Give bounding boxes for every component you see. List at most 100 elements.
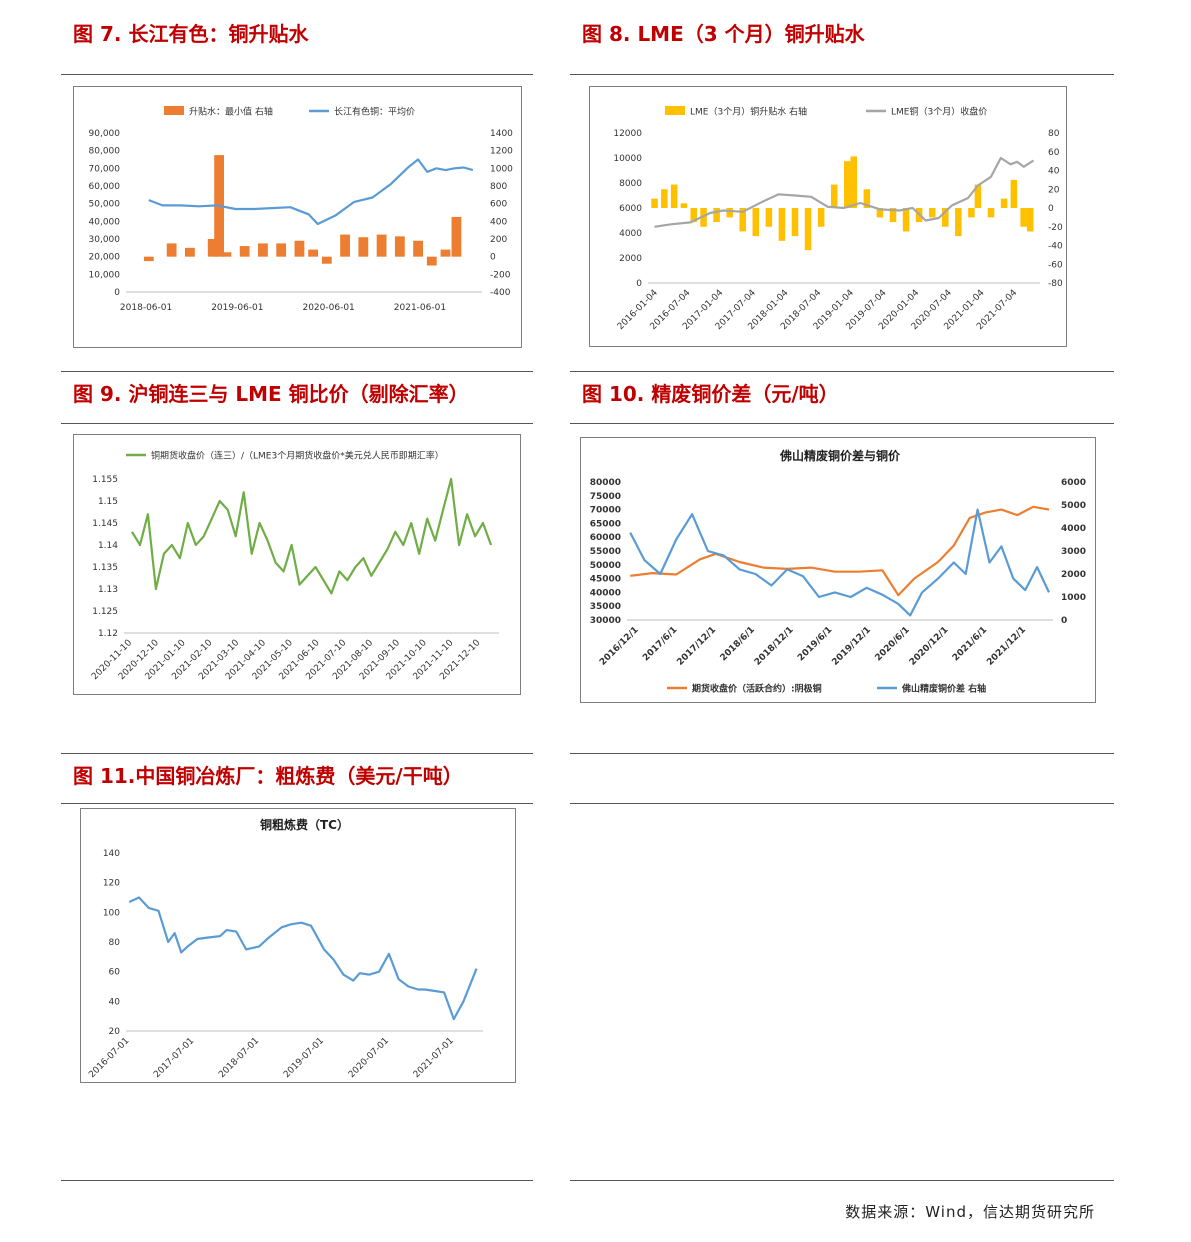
legend-label: 期货收盘价（活跃合约）:阴极铜 xyxy=(692,683,822,695)
y-right-tick-label: 800 xyxy=(490,182,507,192)
y-left-tick-label: 1.135 xyxy=(92,563,118,573)
y-right-tick-label: 80 xyxy=(1048,129,1060,139)
y-right-tick-label: 3000 xyxy=(1061,547,1086,557)
empty-panel-rule xyxy=(570,803,1114,804)
y-left-tick-label: 60 xyxy=(109,968,121,978)
y-left-tick-label: 70,000 xyxy=(89,164,121,174)
bar-mark xyxy=(928,208,936,218)
y-right-tick-label: 20 xyxy=(1048,185,1060,195)
figure-11-top-rule xyxy=(61,753,533,754)
y-left-tick-label: 1.12 xyxy=(98,629,118,639)
y-left-tick-label: 0 xyxy=(636,279,642,289)
legend-swatch xyxy=(665,106,685,115)
bar-mark xyxy=(791,208,799,237)
x-tick-label: 2019/12/1 xyxy=(830,625,873,668)
y-left-tick-label: 1.13 xyxy=(98,585,118,595)
bar-mark xyxy=(680,203,688,208)
figure-11-rule xyxy=(61,803,533,804)
figure-9-svg: 1.121.1251.131.1351.141.1451.151.1552020… xyxy=(90,450,499,682)
y-right-tick-label: 400 xyxy=(490,217,507,227)
x-tick-label: 2016/12/1 xyxy=(598,625,641,668)
bottom-rule-left xyxy=(61,1180,533,1181)
y-right-tick-label: -20 xyxy=(1048,223,1063,233)
chart-title: 铜粗炼费（TC） xyxy=(260,817,349,832)
bar-mark xyxy=(850,156,858,208)
y-right-tick-label: 0 xyxy=(490,253,496,263)
y-left-tick-label: 12000 xyxy=(613,129,642,139)
y-right-tick-label: 1200 xyxy=(490,147,513,157)
figure-10-top-rule xyxy=(570,371,1114,372)
y-right-tick-label: -400 xyxy=(490,288,511,298)
legend-label: 长江有色铜：平均价 xyxy=(334,106,415,118)
figure-11-svg: 铜粗炼费（TC） 20 40 60 80 100 120 140 2016-07-01 2017-… xyxy=(87,817,483,1080)
bar-mark xyxy=(778,208,786,241)
bar-mark xyxy=(143,256,154,262)
y-left-tick-label: 40,000 xyxy=(89,217,121,227)
series-line xyxy=(654,156,1035,228)
legend-label: LME（3个月）铜升贴水 右轴 xyxy=(690,106,807,118)
bar-mark xyxy=(440,249,451,257)
x-tick-label: 2017/12/1 xyxy=(675,625,718,668)
bar-mark xyxy=(413,240,423,257)
figure-10-svg: 佛山精废铜价差与铜价300003500040000450005000055000… xyxy=(590,448,1086,695)
bar-mark xyxy=(426,256,437,266)
y-left-tick-label: 70000 xyxy=(590,506,621,516)
bar-mark xyxy=(902,208,910,232)
y-left-tick-label: 65000 xyxy=(590,519,621,529)
figure-10-chart: 佛山精废铜价差与铜价 30000 35000 40000 45000 50000 55000… xyxy=(580,437,1096,703)
bar-mark xyxy=(889,208,897,223)
bar-mark xyxy=(1020,208,1027,227)
y-left-tick-label: 50,000 xyxy=(89,200,121,210)
x-tick-label: 2020/12/1 xyxy=(908,625,951,668)
y-right-tick-label: 0 xyxy=(1061,616,1067,626)
series-line xyxy=(629,508,1050,617)
y-left-tick-label: 1.155 xyxy=(92,475,118,485)
x-tick-label: 2021/6/1 xyxy=(951,625,989,663)
figure-10-rule xyxy=(570,423,1114,424)
figure-11-title: 图 11.中国铜冶炼厂：粗炼费（美元/干吨） xyxy=(73,764,463,788)
y-left-tick-label: 1.125 xyxy=(92,607,118,617)
bar-mark xyxy=(294,240,305,257)
bar-mark xyxy=(308,249,319,257)
y-left-tick-label: 30000 xyxy=(590,616,621,626)
figure-8-rule xyxy=(570,74,1114,75)
bar-mark xyxy=(185,247,195,257)
y-left-tick-label: 10000 xyxy=(613,154,642,164)
x-tick-label: 2021-07-01 xyxy=(412,1036,456,1080)
bar-mark xyxy=(968,208,975,218)
series-line xyxy=(128,896,478,1021)
x-tick-label: 2017/6/1 xyxy=(641,625,679,663)
bar-mark xyxy=(942,208,949,227)
bar-mark xyxy=(239,246,250,257)
bar-mark xyxy=(863,189,871,208)
bar-mark xyxy=(358,237,369,257)
chart-title: 佛山精废铜价差与铜价 xyxy=(779,448,901,463)
x-tick-label: 2020-07-01 xyxy=(347,1036,391,1080)
y-right-tick-label: 5000 xyxy=(1061,501,1086,511)
bar-mark xyxy=(221,252,232,257)
y-left-tick-label: 4000 xyxy=(619,229,642,239)
bar-mark xyxy=(376,234,387,257)
x-tick-label: 2018/12/1 xyxy=(753,625,796,668)
figure-8-svg: 0 2000 4000 6000 8000 10000 12000 -80 -60 -40 -20 0… xyxy=(613,106,1063,333)
bottom-rule-right xyxy=(570,1180,1114,1181)
series-line xyxy=(131,477,493,595)
bar-mark xyxy=(1000,198,1008,208)
y-right-tick-label: 40 xyxy=(1048,167,1060,177)
bar-mark xyxy=(1010,179,1018,208)
legend-label: 升贴水：最小值 右轴 xyxy=(189,106,273,118)
bar-mark xyxy=(700,208,707,227)
y-right-tick-label: -200 xyxy=(490,270,511,280)
legend-label: 佛山精废铜价差 右轴 xyxy=(901,683,986,695)
y-left-tick-label: 1.14 xyxy=(98,541,118,551)
y-left-tick-label: 80 xyxy=(109,938,121,948)
y-left-tick-label: 2000 xyxy=(619,254,642,264)
y-right-tick-label: -80 xyxy=(1048,279,1063,289)
bar-mark xyxy=(817,208,825,227)
figure-9-rule xyxy=(61,423,533,424)
y-right-tick-label: 4000 xyxy=(1061,524,1086,534)
y-left-tick-label: 40 xyxy=(109,997,121,1007)
y-left-tick-label: 90,000 xyxy=(89,129,121,139)
bar-mark xyxy=(651,198,658,208)
bar-mark xyxy=(1026,208,1034,232)
